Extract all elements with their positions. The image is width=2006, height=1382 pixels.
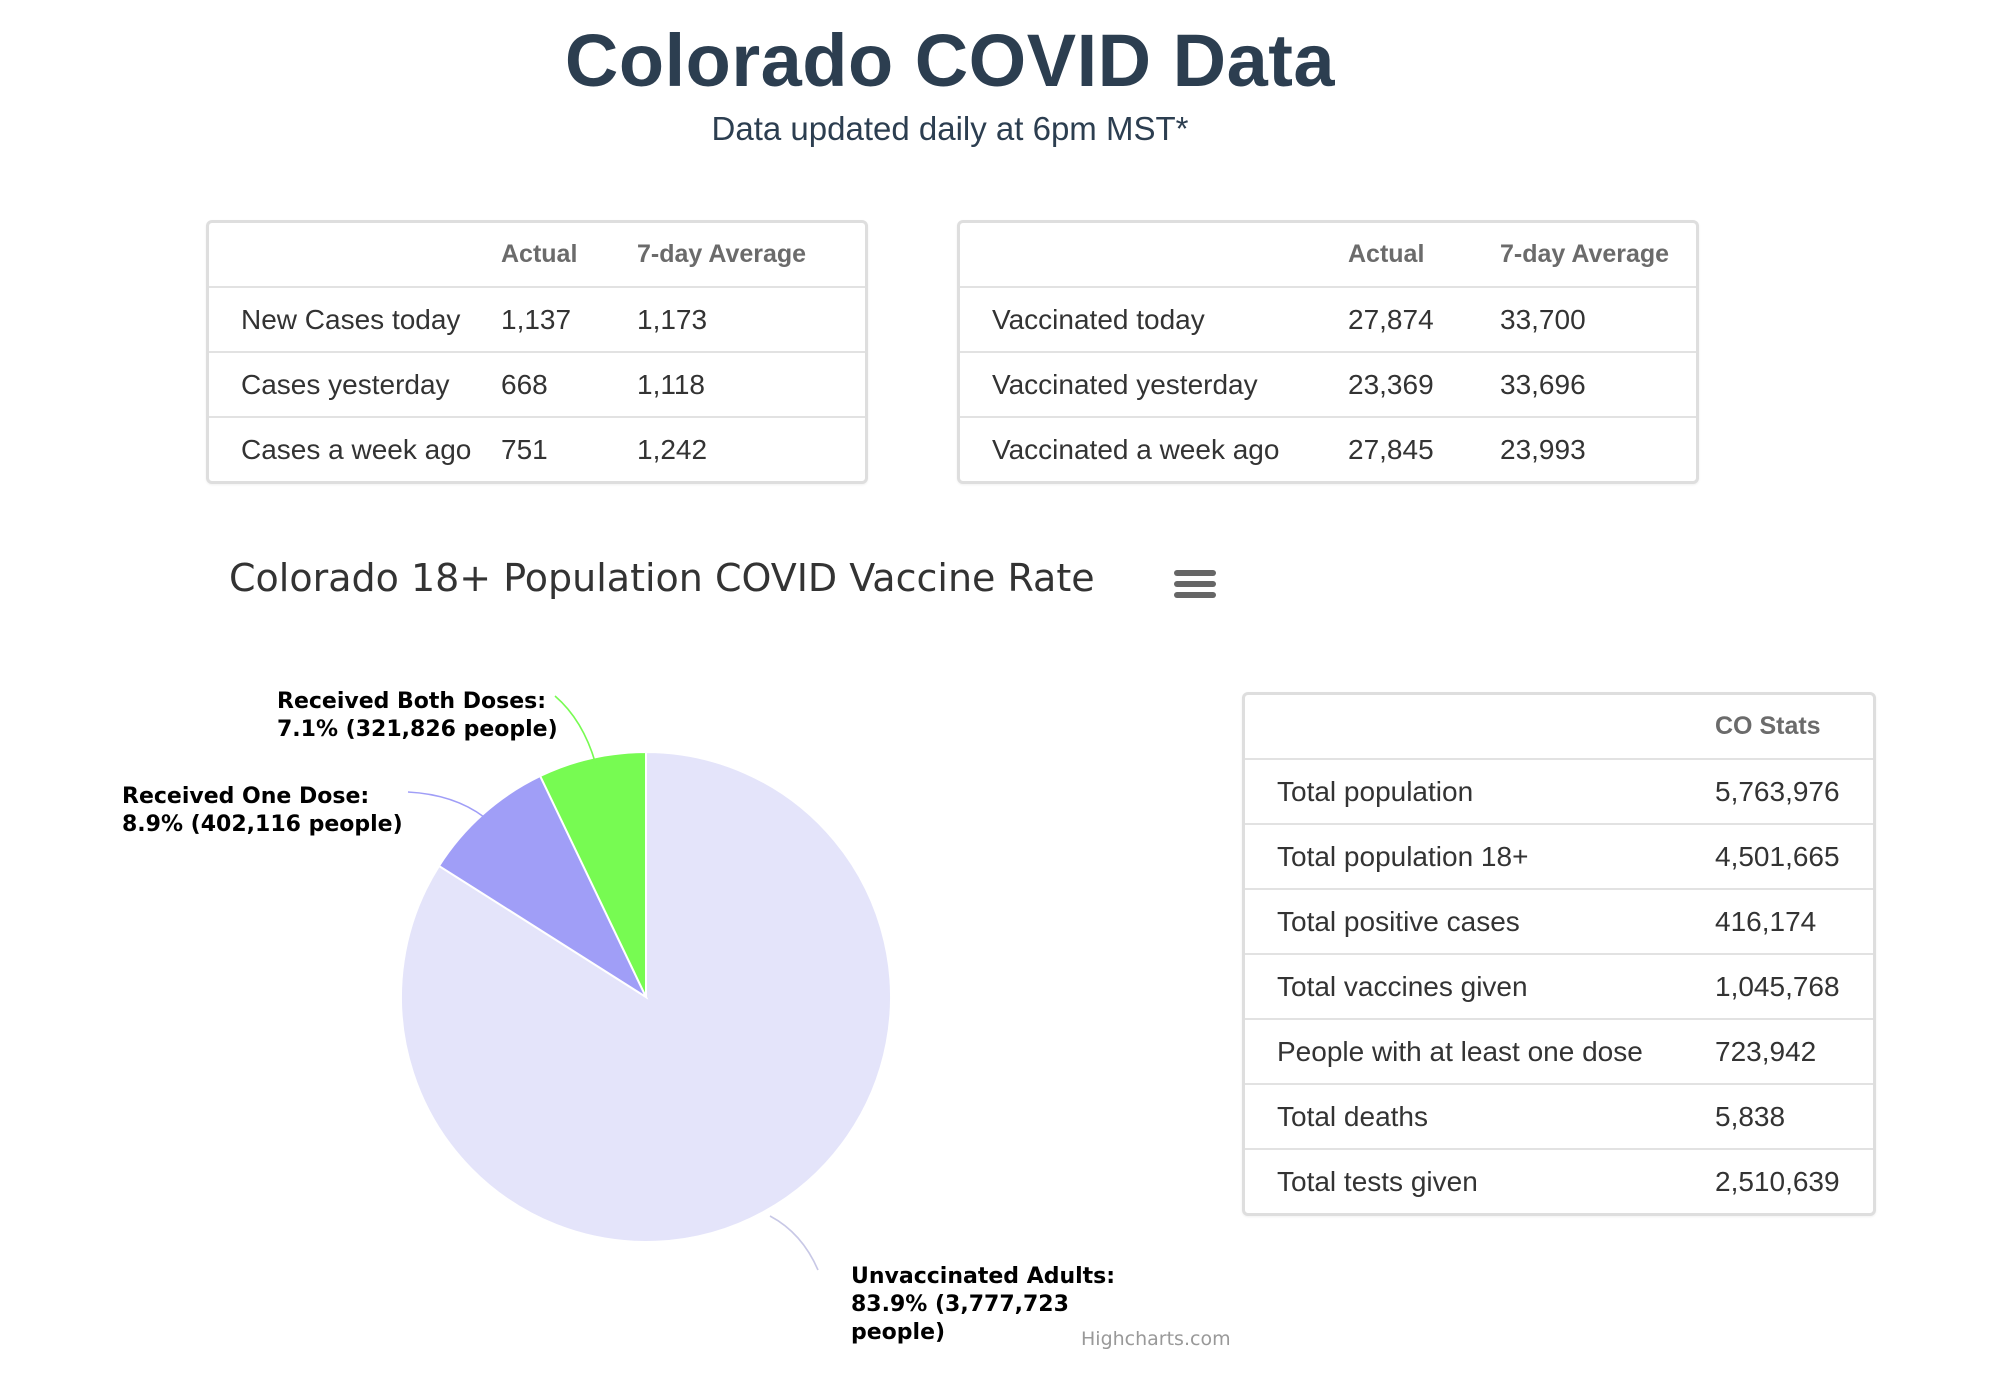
column-header-empty	[1245, 695, 1715, 760]
stat-value: 723,942	[1715, 1020, 1873, 1085]
page-title: Colorado COVID Data	[564, 19, 1336, 102]
table-row: Total population 5,763,976	[1245, 760, 1873, 825]
data-label-connector	[407, 791, 485, 818]
row-label: Total vaccines given	[1245, 955, 1715, 1020]
stat-value: 416,174	[1715, 890, 1873, 955]
pie-data-label-line: Received Both Doses:	[277, 689, 546, 714]
chart-title: Colorado 18+ Population COVID Vaccine Ra…	[229, 556, 1095, 600]
table-row: Total deaths 5,838	[1245, 1085, 1873, 1150]
actual-value: 1,137	[501, 288, 637, 353]
column-header-actual: Actual	[501, 223, 637, 288]
actual-value: 27,874	[1348, 288, 1500, 353]
stat-value: 5,838	[1715, 1085, 1873, 1150]
actual-value: 668	[501, 353, 637, 418]
stat-value: 5,763,976	[1715, 760, 1873, 825]
actual-value: 751	[501, 433, 548, 465]
row-label: Total deaths	[1245, 1085, 1715, 1150]
row-label: Total tests given	[1277, 1165, 1478, 1197]
column-header-7day-average: 7-day Average	[1500, 223, 1696, 288]
pie-slice-received-one-dose[interactable]	[437, 774, 649, 1000]
average-value: 1,173	[637, 288, 865, 353]
row-label: Vaccinated yesterday	[960, 353, 1348, 418]
page-subtitle: Data updated daily at 6pm MST*	[711, 110, 1189, 147]
column-header-co-stats: CO Stats	[1715, 695, 1873, 760]
column-header-empty	[209, 223, 501, 288]
row-label: Total positive cases	[1245, 890, 1715, 955]
average-value: 1,242	[637, 433, 708, 465]
pie-data-label-line: 83.9% (3,777,723	[851, 1292, 1069, 1317]
stat-value: 2,510,639	[1715, 1165, 1840, 1197]
table-row: Total tests given 2,510,639	[1245, 1150, 1873, 1213]
column-header-actual: Actual	[1348, 223, 1500, 288]
pie-data-label-line: 7.1% (321,826 people)	[277, 717, 558, 742]
row-label: Vaccinated today	[960, 288, 1348, 353]
average-value: 33,696	[1500, 353, 1696, 418]
row-label: Total population	[1245, 760, 1715, 825]
table-row: Total positive cases 416,174	[1245, 890, 1873, 955]
pie-slice-received-both-doses[interactable]	[538, 750, 647, 998]
table-row: People with at least one dose 723,942	[1245, 1020, 1873, 1085]
row-label: New Cases today	[209, 288, 501, 353]
row-label: Vaccinated a week ago	[992, 433, 1280, 465]
table-row: Vaccinated yesterday 23,369 33,696	[960, 353, 1696, 418]
pie-data-label-line: Unvaccinated Adults:	[851, 1264, 1115, 1289]
row-label: People with at least one dose	[1245, 1020, 1715, 1085]
average-value: 33,700	[1500, 288, 1696, 353]
stat-value: 4,501,665	[1715, 825, 1873, 890]
table-row: Total vaccines given 1,045,768	[1245, 955, 1873, 1020]
table-row: Cases a week ago 751 1,242	[209, 418, 865, 481]
pie-data-label-line: people)	[851, 1320, 945, 1345]
co-stats-table: CO Stats Total population 5,763,976 Tota…	[1242, 692, 1876, 1216]
table-row: New Cases today 1,137 1,173	[209, 288, 865, 353]
highcharts-credits-link[interactable]: Highcharts.com	[1081, 1328, 1231, 1350]
column-header-7day-average: 7-day Average	[637, 223, 865, 288]
pie-data-label: Received Both Doses: 7.1% (321,826 people…	[277, 689, 558, 742]
actual-value: 27,845	[1348, 433, 1434, 465]
pie-data-label: Unvaccinated Adults: 83.9% (3,777,723 peop…	[851, 1264, 1115, 1345]
pie-data-label-line: 8.9% (402,116 people)	[122, 812, 403, 837]
hamburger-menu-icon-bar	[1174, 592, 1216, 598]
row-label: Cases a week ago	[241, 433, 472, 465]
table-row: Vaccinated a week ago 27,845 23,993	[960, 418, 1696, 481]
average-value: 23,993	[1500, 433, 1586, 465]
table-row: Vaccinated today 27,874 33,700	[960, 288, 1696, 353]
vaccination-table: Actual 7-day Average Vaccinated today 27…	[957, 220, 1699, 484]
column-header-empty	[960, 223, 1348, 288]
average-value: 1,118	[637, 353, 865, 418]
table-header-row: Actual 7-day Average	[960, 223, 1696, 288]
daily-cases-table: Actual 7-day Average New Cases today 1,1…	[206, 220, 868, 484]
hamburger-menu-icon	[1174, 570, 1216, 576]
table-header-row: CO Stats	[1245, 695, 1873, 760]
hamburger-menu-icon-bar	[1174, 581, 1216, 587]
actual-value: 23,369	[1348, 353, 1500, 418]
row-label: Total population 18+	[1245, 825, 1715, 890]
pie-data-label-line: Received One Dose:	[122, 784, 369, 809]
pie-data-label: Received One Dose: 8.9% (402,116 people)	[122, 784, 403, 837]
data-label-connector	[769, 1215, 819, 1271]
stat-value: 1,045,768	[1715, 955, 1873, 1020]
pie-chart: Received Both Doses: 7.1% (321,826 people…	[122, 689, 1115, 1345]
data-label-connector	[554, 695, 597, 766]
table-row: Cases yesterday 668 1,118	[209, 353, 865, 418]
chart-menu-button[interactable]	[1174, 570, 1216, 606]
table-row: Total population 18+ 4,501,665	[1245, 825, 1873, 890]
row-label: Cases yesterday	[209, 353, 501, 418]
table-header-row: Actual 7-day Average	[209, 223, 865, 288]
